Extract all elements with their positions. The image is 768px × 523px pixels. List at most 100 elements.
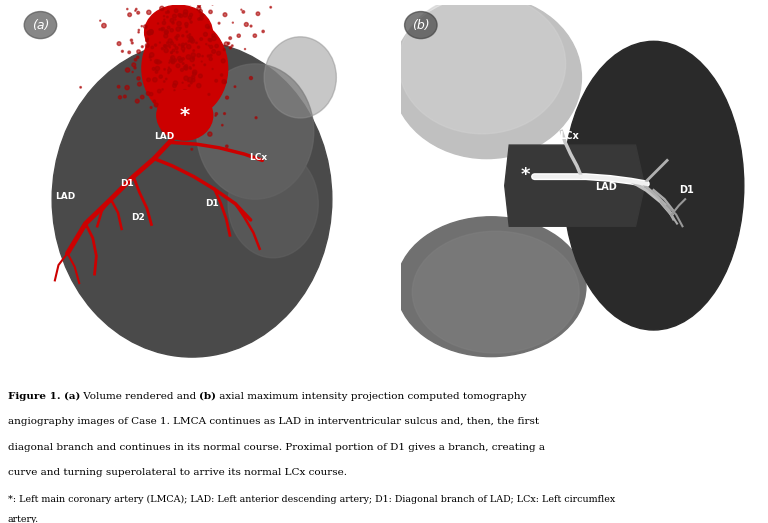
Ellipse shape: [189, 37, 194, 42]
Ellipse shape: [185, 22, 188, 26]
Ellipse shape: [173, 132, 176, 135]
Ellipse shape: [176, 64, 180, 67]
Ellipse shape: [175, 47, 178, 50]
Ellipse shape: [197, 6, 201, 10]
Text: LCx: LCx: [559, 131, 578, 141]
Ellipse shape: [154, 60, 158, 63]
Ellipse shape: [172, 49, 175, 52]
Ellipse shape: [151, 107, 152, 108]
Ellipse shape: [165, 78, 167, 79]
Ellipse shape: [177, 35, 179, 37]
Ellipse shape: [147, 10, 151, 15]
Ellipse shape: [162, 89, 164, 90]
Ellipse shape: [181, 43, 184, 46]
Ellipse shape: [193, 50, 194, 51]
Ellipse shape: [190, 118, 192, 121]
Ellipse shape: [223, 112, 226, 115]
Ellipse shape: [222, 79, 226, 84]
Ellipse shape: [155, 71, 157, 73]
Ellipse shape: [190, 68, 191, 69]
Ellipse shape: [189, 2, 191, 5]
Ellipse shape: [253, 34, 257, 37]
Ellipse shape: [141, 46, 144, 48]
Ellipse shape: [164, 45, 167, 48]
Ellipse shape: [177, 56, 181, 60]
Ellipse shape: [188, 85, 190, 87]
Ellipse shape: [164, 81, 165, 82]
Ellipse shape: [209, 10, 212, 14]
Ellipse shape: [118, 42, 121, 46]
Ellipse shape: [164, 19, 165, 20]
Ellipse shape: [205, 25, 209, 28]
Ellipse shape: [221, 59, 225, 63]
Ellipse shape: [170, 42, 174, 44]
Ellipse shape: [142, 19, 227, 118]
Ellipse shape: [167, 11, 170, 13]
Ellipse shape: [262, 30, 264, 32]
Ellipse shape: [224, 81, 227, 83]
Text: LAD: LAD: [595, 182, 617, 192]
Ellipse shape: [163, 100, 164, 102]
Ellipse shape: [191, 149, 193, 150]
Ellipse shape: [174, 81, 177, 85]
Ellipse shape: [187, 93, 190, 96]
Ellipse shape: [153, 77, 157, 82]
Ellipse shape: [197, 84, 201, 88]
Ellipse shape: [144, 25, 147, 28]
Ellipse shape: [202, 1, 203, 2]
Ellipse shape: [151, 33, 153, 34]
Ellipse shape: [157, 23, 159, 24]
Ellipse shape: [227, 42, 230, 44]
Ellipse shape: [222, 124, 223, 126]
Ellipse shape: [188, 41, 190, 42]
Ellipse shape: [193, 72, 196, 75]
Ellipse shape: [149, 56, 151, 58]
Ellipse shape: [132, 63, 136, 67]
Ellipse shape: [162, 21, 166, 25]
Text: LCx: LCx: [249, 153, 267, 163]
Ellipse shape: [171, 60, 175, 64]
Ellipse shape: [179, 59, 183, 62]
Ellipse shape: [212, 50, 216, 53]
Ellipse shape: [134, 59, 137, 61]
Ellipse shape: [141, 95, 144, 99]
Ellipse shape: [237, 34, 240, 37]
Ellipse shape: [182, 35, 184, 37]
Ellipse shape: [224, 42, 228, 46]
Ellipse shape: [186, 31, 187, 32]
Ellipse shape: [174, 59, 177, 62]
Ellipse shape: [184, 76, 188, 81]
Ellipse shape: [229, 37, 231, 39]
Ellipse shape: [167, 16, 168, 18]
Ellipse shape: [167, 10, 169, 12]
Ellipse shape: [564, 41, 743, 330]
Ellipse shape: [118, 85, 120, 88]
Ellipse shape: [244, 22, 248, 26]
Ellipse shape: [145, 43, 149, 48]
Ellipse shape: [162, 27, 164, 30]
Ellipse shape: [170, 60, 171, 62]
Text: diagonal branch and continues in its normal course. Proximal portion of D1 gives: diagonal branch and continues in its nor…: [8, 442, 545, 451]
Text: axial maximum intensity projection computed tomography: axial maximum intensity projection compu…: [217, 392, 527, 401]
Text: (a): (a): [31, 19, 49, 31]
Ellipse shape: [197, 18, 200, 20]
Ellipse shape: [174, 44, 176, 47]
Ellipse shape: [392, 0, 581, 158]
Ellipse shape: [153, 100, 156, 103]
Ellipse shape: [186, 55, 190, 59]
Ellipse shape: [175, 19, 176, 20]
Ellipse shape: [166, 12, 167, 14]
Ellipse shape: [241, 9, 242, 10]
Ellipse shape: [226, 96, 229, 99]
Ellipse shape: [202, 0, 205, 3]
Ellipse shape: [157, 90, 213, 140]
Ellipse shape: [182, 82, 183, 83]
Ellipse shape: [160, 61, 162, 63]
Ellipse shape: [255, 117, 257, 119]
Ellipse shape: [136, 8, 137, 10]
Ellipse shape: [125, 68, 130, 72]
Text: *: *: [521, 166, 530, 184]
Ellipse shape: [218, 22, 220, 24]
Ellipse shape: [241, 1, 243, 3]
Ellipse shape: [157, 89, 161, 93]
